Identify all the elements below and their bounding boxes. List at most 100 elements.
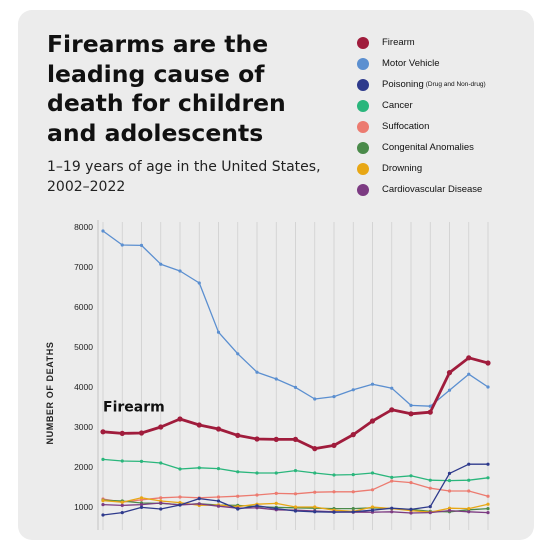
data-point (293, 385, 298, 389)
data-point (293, 469, 298, 473)
data-point (370, 505, 375, 509)
data-point (390, 386, 394, 390)
data-point (101, 229, 105, 233)
data-point (370, 382, 375, 386)
legend-swatch (357, 57, 369, 70)
data-point (428, 404, 432, 408)
data-point (351, 490, 355, 494)
data-point (447, 388, 452, 392)
y-tick-label: 1000 (74, 502, 93, 512)
data-point (158, 424, 164, 430)
legend-item: Poisoning (Drug and Non-drug) (357, 74, 486, 95)
data-point (236, 470, 240, 474)
chart-subtitle: 1–19 years of age in the United States, … (47, 159, 321, 195)
data-point (159, 496, 163, 500)
data-point (351, 388, 355, 392)
legend-label: Suffocation (382, 121, 430, 132)
data-point (236, 494, 240, 498)
data-point (467, 510, 471, 514)
data-point (467, 489, 471, 493)
data-point (313, 490, 317, 494)
legend-item: Firearm (357, 32, 486, 53)
y-tick-label: 7000 (74, 262, 93, 272)
data-point (101, 457, 105, 461)
legend-item: Cardiovascular Disease (357, 179, 486, 200)
data-point (447, 506, 452, 510)
data-point (255, 370, 259, 374)
data-point (215, 426, 222, 432)
data-point (351, 507, 355, 511)
legend-item: Motor Vehicle (357, 53, 486, 74)
data-point (139, 496, 144, 500)
data-point (178, 503, 182, 507)
data-point (486, 476, 490, 480)
legend-item: Suffocation (357, 116, 486, 137)
data-point (409, 403, 413, 407)
data-point (178, 467, 182, 471)
data-point (273, 436, 279, 442)
legend-label: Motor Vehicle (382, 58, 440, 69)
data-point (427, 409, 433, 415)
data-point (486, 385, 490, 389)
data-point (447, 509, 452, 513)
legend-swatch (357, 162, 369, 175)
data-point (446, 370, 453, 376)
legend-label: Congenital Anomalies (382, 142, 474, 153)
data-point (313, 397, 317, 401)
data-point (274, 377, 278, 381)
data-point (447, 471, 452, 475)
legend: Firearm Motor Vehicle Poisoning (Drug and N… (357, 32, 486, 200)
legend-swatch (357, 183, 369, 196)
data-point (197, 466, 201, 470)
y-tick-label: 5000 (74, 342, 93, 352)
data-point (139, 505, 144, 509)
data-point (331, 442, 337, 448)
y-tick-label: 4000 (74, 382, 93, 392)
data-point (178, 501, 182, 505)
data-point (293, 509, 298, 513)
legend-label: Cardiovascular Disease (382, 184, 483, 195)
data-point (216, 504, 221, 508)
data-point (409, 507, 413, 511)
data-point (467, 372, 471, 376)
data-point (178, 269, 182, 273)
firearm-inline-label: Firearm (103, 399, 165, 415)
data-point (486, 462, 490, 466)
legend-label: Cancer (382, 100, 413, 111)
data-point (428, 510, 432, 515)
data-point (466, 355, 472, 361)
data-point (369, 418, 376, 424)
legend-swatch (357, 141, 369, 154)
data-point (467, 507, 471, 511)
legend-item: Drowning (357, 158, 486, 179)
data-point (428, 478, 432, 482)
data-point (292, 436, 299, 442)
data-point (390, 510, 394, 514)
data-point (101, 499, 105, 503)
data-point (485, 360, 491, 366)
y-tick-label: 8000 (74, 222, 93, 232)
data-point (332, 395, 336, 399)
data-point (428, 505, 432, 509)
data-point (390, 475, 394, 479)
legend-swatch (357, 99, 369, 112)
data-point (390, 479, 394, 483)
legend-note: (Drug and Non-drug) (425, 81, 486, 88)
data-point (216, 499, 221, 503)
data-point (408, 411, 414, 417)
data-point (313, 505, 317, 509)
data-point (101, 503, 105, 507)
data-point (255, 471, 259, 475)
data-point (332, 490, 336, 494)
y-tick-label: 2000 (74, 462, 93, 472)
data-point (313, 510, 317, 514)
data-point (351, 510, 355, 514)
legend-label: Poisoning (382, 79, 424, 90)
data-point (216, 495, 221, 499)
data-point (236, 352, 240, 356)
data-point (409, 481, 413, 485)
data-point (467, 462, 471, 466)
data-point (216, 330, 221, 334)
data-point (312, 446, 318, 452)
